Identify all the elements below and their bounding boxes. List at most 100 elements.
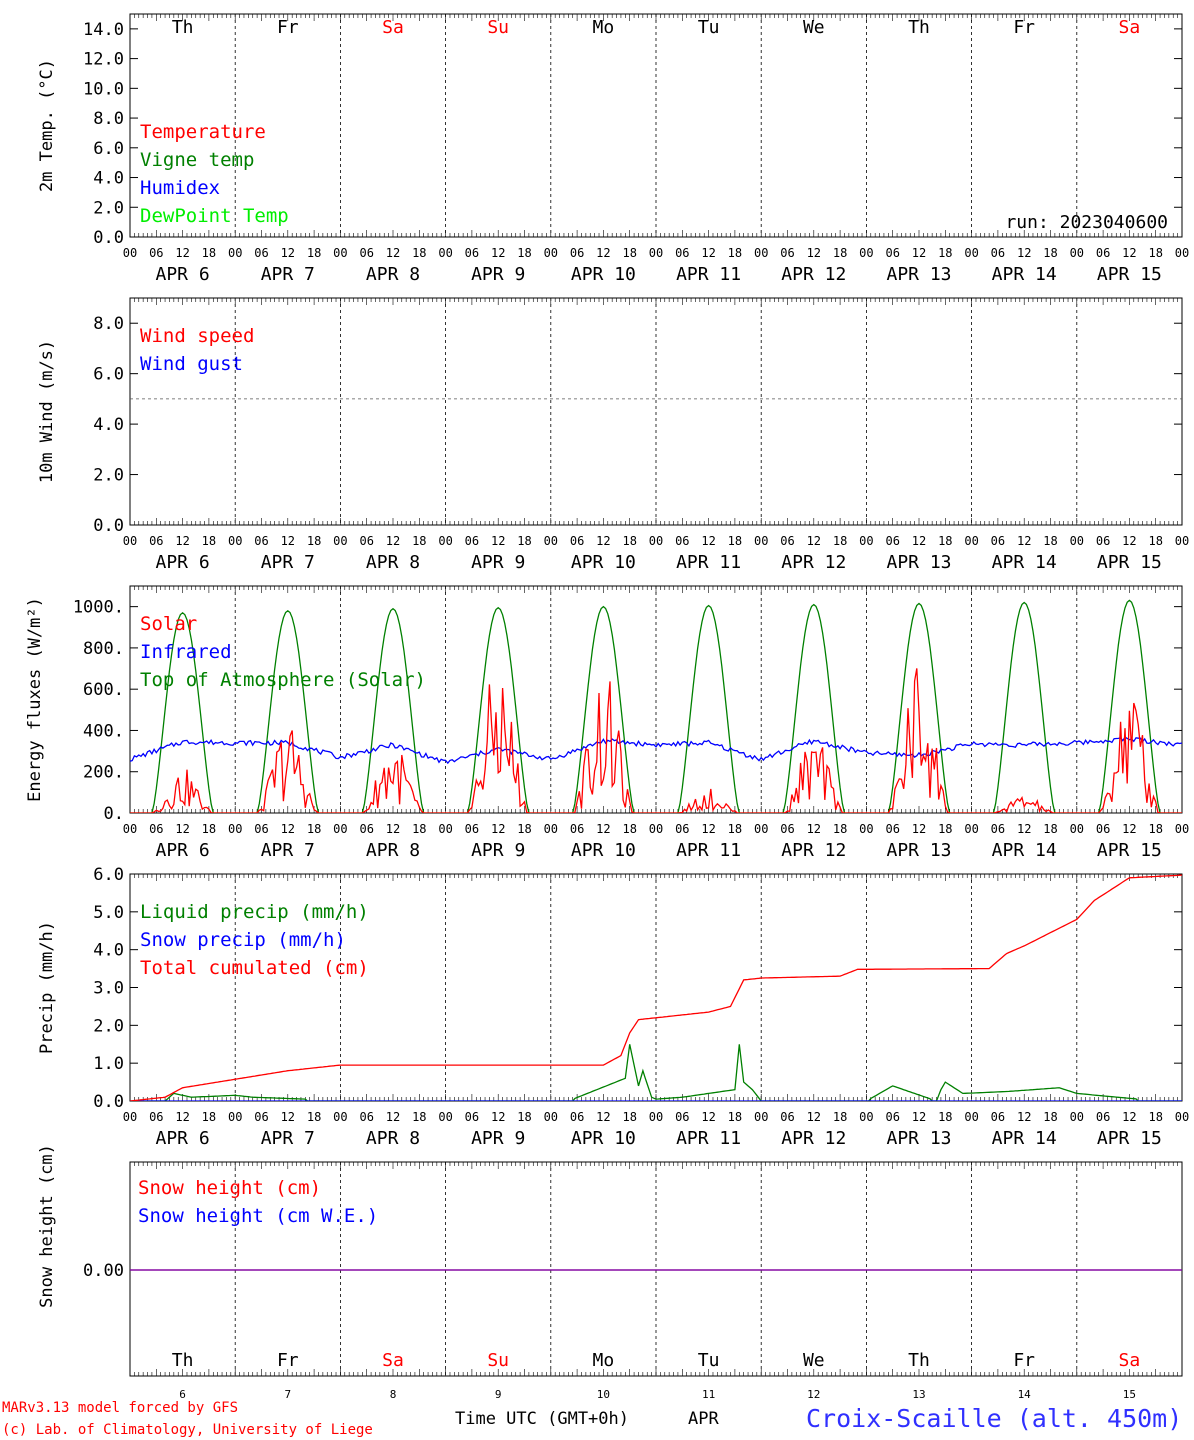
hour-tick-label: 12	[386, 534, 400, 548]
series-line-liquid-precip-mm-h-	[130, 1044, 1182, 1101]
hour-tick-label: 12	[281, 246, 295, 260]
date-label: APR 13	[886, 552, 951, 573]
series-line-total-cumulated-cm-	[130, 874, 1182, 1101]
date-label: APR 10	[571, 840, 636, 861]
hour-tick-label: 12	[491, 1110, 505, 1124]
hour-tick-label: 06	[780, 534, 794, 548]
legend-entry: Total cumulated (cm)	[140, 957, 369, 979]
hour-tick-label: 12	[701, 1110, 715, 1124]
y-axis-title: 2m Temp. (°C)	[37, 59, 57, 192]
y-tick-label: 3.0	[93, 979, 124, 999]
hour-tick-label: 12	[701, 822, 715, 836]
y-tick-label: 6.0	[93, 865, 124, 885]
legend-entry: DewPoint Temp	[140, 205, 289, 227]
hour-tick-label: 18	[622, 534, 636, 548]
date-label: APR 14	[992, 264, 1057, 285]
day-number-label: 6	[179, 1388, 186, 1401]
solar-line	[130, 668, 1182, 813]
legend-entry: Temperature	[140, 121, 266, 143]
run-label: run: 2023040600	[1005, 212, 1168, 233]
hour-tick-label: 18	[517, 534, 531, 548]
y-axis-title: Snow height (cm)	[37, 1144, 57, 1308]
hour-tick-label: 12	[807, 822, 821, 836]
hour-tick-label: 06	[254, 246, 268, 260]
x-axis-month: APR	[688, 1409, 719, 1429]
hour-tick-label: 00	[754, 1110, 768, 1124]
hour-tick-label: 18	[728, 822, 742, 836]
hour-tick-label: 00	[649, 822, 663, 836]
hour-tick-label: 00	[228, 1110, 242, 1124]
hour-tick-label: 18	[622, 822, 636, 836]
legend-entry: Infrared	[140, 641, 232, 663]
hour-tick-label: 06	[885, 534, 899, 548]
hour-tick-label: 18	[622, 246, 636, 260]
hour-tick-label: 00	[1175, 534, 1189, 548]
date-label: APR 11	[676, 840, 741, 861]
hour-tick-label: 12	[386, 246, 400, 260]
hour-tick-label: 06	[149, 534, 163, 548]
hour-tick-label: 00	[1070, 246, 1084, 260]
panel-1: 0.0 2.0 4.0 6.0 8.0 10.0 12.0 14.0 2m Temp. (°C)…	[37, 13, 1189, 285]
hour-tick-label: 00	[649, 246, 663, 260]
date-label: APR 12	[781, 552, 846, 573]
hour-tick-label: 00	[1070, 534, 1084, 548]
date-label: APR 13	[886, 264, 951, 285]
hour-tick-label: 18	[1043, 246, 1057, 260]
hour-tick-label: 06	[149, 822, 163, 836]
hour-tick-label: 06	[885, 822, 899, 836]
hour-tick-label: 00	[859, 246, 873, 260]
y-tick-label: 8.0	[93, 109, 124, 129]
hour-tick-label: 18	[622, 1110, 636, 1124]
hour-tick-label: 12	[1017, 822, 1031, 836]
weekday-label: Sa	[382, 17, 404, 38]
legend-entry: Liquid precip (mm/h)	[140, 901, 369, 923]
hour-tick-label: 00	[754, 822, 768, 836]
weekday-label: Sa	[1119, 17, 1141, 38]
hour-tick-label: 00	[1175, 1110, 1189, 1124]
weekday-label: Sa	[1119, 1350, 1141, 1371]
hour-tick-label: 12	[281, 534, 295, 548]
weekday-label: We	[803, 1350, 825, 1371]
hour-tick-label: 00	[544, 822, 558, 836]
y-axis-title: Energy fluxes (W/m²)	[25, 597, 45, 802]
hour-tick-label: 12	[281, 822, 295, 836]
hour-tick-label: 12	[386, 822, 400, 836]
hour-tick-label: 18	[307, 246, 321, 260]
date-label: APR 14	[992, 552, 1057, 573]
y-tick-label: 400.	[83, 721, 124, 741]
weekday-label: Mo	[593, 17, 615, 38]
date-label: APR 11	[676, 1128, 741, 1149]
hour-tick-label: 06	[1096, 534, 1110, 548]
hour-tick-label: 12	[386, 1110, 400, 1124]
hour-tick-label: 00	[649, 1110, 663, 1124]
weekday-label: Th	[908, 17, 930, 38]
date-label: APR 15	[1097, 840, 1162, 861]
hour-tick-label: 00	[964, 534, 978, 548]
hour-tick-label: 00	[228, 822, 242, 836]
hour-tick-label: 06	[780, 822, 794, 836]
weekday-label: Mo	[593, 1350, 615, 1371]
hour-tick-label: 06	[465, 246, 479, 260]
hour-tick-label: 00	[1070, 1110, 1084, 1124]
weekday-label: Tu	[698, 1350, 720, 1371]
hour-tick-label: 06	[254, 534, 268, 548]
hour-tick-label: 06	[570, 534, 584, 548]
hour-tick-label: 00	[544, 534, 558, 548]
hour-tick-label: 12	[175, 246, 189, 260]
weekday-label: Sa	[382, 1350, 404, 1371]
hour-tick-label: 00	[544, 246, 558, 260]
weekday-label: Th	[172, 1350, 194, 1371]
weekday-label: Th	[172, 17, 194, 38]
y-tick-label: 12.0	[83, 50, 124, 70]
date-label: APR 9	[471, 840, 525, 861]
date-label: APR 9	[471, 1128, 525, 1149]
day-number-label: 10	[597, 1388, 610, 1401]
hour-tick-label: 18	[412, 1110, 426, 1124]
date-label: APR 11	[676, 264, 741, 285]
hour-tick-label: 18	[728, 1110, 742, 1124]
y-tick-label: 6.0	[93, 139, 124, 159]
hour-tick-label: 18	[1148, 1110, 1162, 1124]
hour-tick-label: 12	[701, 246, 715, 260]
date-label: APR 12	[781, 840, 846, 861]
hour-tick-label: 06	[359, 534, 373, 548]
